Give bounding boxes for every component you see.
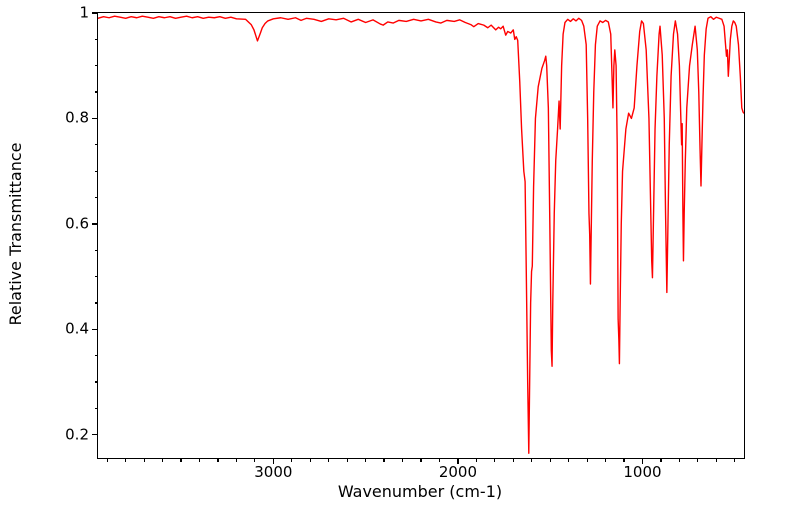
spectrum-svg [98,15,744,454]
x-minor-tick [549,458,551,462]
x-minor-tick [383,458,385,462]
x-minor-tick [125,458,127,462]
x-minor-tick [420,458,422,462]
x-axis-title: Wavenumber (cm-1) [337,482,503,501]
x-major-tick [272,458,275,464]
y-major-tick [92,223,98,225]
x-minor-tick [235,458,238,462]
x-minor-tick [254,458,256,462]
y-minor-tick [94,91,98,93]
y-tick-label: 0.6 [65,214,89,233]
x-minor-tick [309,458,311,462]
x-minor-tick [697,458,699,462]
y-minor-tick [94,170,98,172]
spectrum-line [98,15,744,454]
x-minor-tick [438,458,441,462]
x-minor-tick [143,458,145,462]
y-major-tick [92,434,98,436]
x-minor-tick [217,458,219,462]
x-minor-tick [604,458,607,462]
y-minor-tick [94,381,98,383]
y-minor-tick [94,355,98,357]
y-minor-tick [94,65,98,67]
y-minor-tick [94,38,98,40]
x-tick-label: 3000 [254,463,293,481]
x-minor-tick [586,458,588,462]
x-minor-tick [291,458,293,462]
y-axis-title: Relative Transmittance [6,142,25,326]
x-minor-tick [678,458,680,462]
x-minor-tick [401,458,404,462]
x-minor-tick [568,458,570,462]
y-minor-tick [94,196,98,199]
x-minor-tick [734,458,736,462]
x-major-tick [641,458,644,464]
y-minor-tick [94,249,98,251]
x-minor-tick [623,458,625,462]
x-minor-tick [328,458,330,462]
x-minor-tick [198,458,201,462]
x-tick-label: 2000 [438,463,477,481]
y-tick-label: 0.4 [65,319,89,338]
x-tick-label: 1000 [623,463,662,481]
y-minor-tick [94,144,98,146]
x-minor-tick [106,458,108,462]
x-minor-tick [365,458,367,462]
x-major-tick [457,458,459,464]
y-minor-tick [94,302,98,304]
x-minor-tick [512,458,514,462]
y-tick-label: 0.8 [65,108,89,127]
plot-area: 3000 2000 1000 1 0.8 0.6 0.4 0.2 [65,5,745,480]
y-major-tick [92,12,98,14]
y-tick-label: 0.2 [65,425,89,444]
x-minor-tick [162,458,164,462]
x-minor-tick [660,458,662,462]
y-tick-label: 1 [79,3,89,22]
x-minor-tick [346,458,348,462]
y-minor-tick [94,276,98,278]
x-minor-tick [531,458,533,462]
x-minor-tick [715,458,717,462]
x-minor-tick [494,458,496,462]
y-major-tick [92,328,98,331]
y-major-tick [92,117,98,120]
y-minor-tick [94,407,98,410]
x-minor-tick [180,458,182,462]
x-minor-tick [475,458,477,462]
